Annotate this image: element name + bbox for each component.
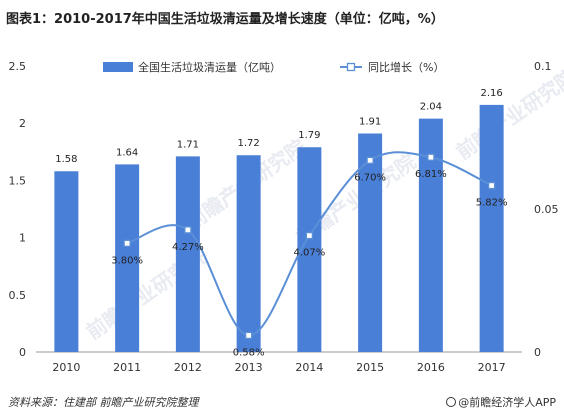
x-tick-label: 2012 (174, 361, 202, 374)
bar (358, 133, 383, 352)
legend-bar-label: 全国生活垃圾清运量（亿吨） (138, 60, 281, 74)
bar-value-label: 1.71 (177, 139, 199, 150)
bar-value-label: 2.04 (420, 102, 442, 113)
footer: 资料来源：住建部 前瞻产业研究院整理 @前瞻经济学人APP (0, 390, 564, 419)
x-tick-label: 2011 (113, 361, 141, 374)
growth-marker (184, 226, 192, 234)
bar-value-label: 1.79 (298, 130, 320, 141)
brand-credit: @前瞻经济学人APP (446, 394, 556, 410)
growth-marker (244, 331, 253, 340)
y-right-tick-label: 0.1 (534, 60, 552, 73)
chart-area: 前瞻产业研究院前瞻产业研究院前瞻产业研究院前瞻产业研究院 00.511.522.… (9, 60, 564, 374)
bar (479, 104, 504, 352)
x-tick-label: 2015 (356, 361, 384, 374)
bar-value-label: 1.72 (237, 138, 259, 149)
chart-title: 图表1：2010-2017年中国生活垃圾清运量及增长速度（单位：亿吨，%） (6, 12, 444, 27)
growth-marker (366, 156, 374, 165)
bar-value-label: 1.58 (55, 154, 77, 165)
growth-marker (487, 181, 496, 190)
y-left-tick-label: 2 (19, 117, 26, 130)
growth-value-label: 4.27% (172, 242, 204, 253)
y-left-tick-label: 0.5 (9, 289, 27, 302)
y-left-tick-label: 2.5 (9, 60, 27, 73)
growth-value-label: 3.80% (111, 255, 143, 266)
bar (54, 171, 79, 352)
growth-line-series (123, 151, 496, 340)
brand-logo-icon (446, 397, 457, 407)
brand-text: @前瞻经济学人APP (458, 396, 556, 409)
growth-marker (305, 231, 314, 240)
x-tick-label: 2017 (478, 361, 506, 374)
growth-labels: 3.80% 4.27% 0.58% 4.07% 6.70% 6.81% 5.82% (111, 169, 507, 358)
growth-value-label: 4.07% (293, 248, 325, 259)
bar-series (54, 104, 504, 353)
x-tick-label: 2014 (295, 361, 323, 374)
legend-line-marker (346, 62, 356, 72)
legend-line-label: 同比增长（%） (368, 60, 444, 74)
bar (175, 156, 200, 352)
y-left-tick-label: 1.5 (9, 174, 27, 187)
growth-value-label: 6.70% (354, 172, 386, 183)
y-right-tick-label: 0 (534, 346, 541, 359)
legend: 全国生活垃圾清运量（亿吨） 同比增长（%） (103, 60, 444, 74)
source-note: 资料来源：住建部 前瞻产业研究院整理 (8, 396, 199, 409)
x-tick-label: 2016 (417, 361, 445, 374)
growth-value-label: 0.58% (233, 347, 265, 358)
bar (236, 155, 261, 352)
watermark-text: 前瞻产业研究院 (452, 64, 564, 164)
growth-value-label: 6.81% (415, 169, 447, 180)
bar-labels: 1.58 1.64 1.71 1.72 1.79 1.91 2.04 2.16 (55, 88, 503, 165)
growth-value-label: 5.82% (476, 198, 508, 209)
growth-marker (123, 239, 131, 247)
y-right-tick-label: 0.05 (534, 203, 559, 216)
y-left-tick-label: 1 (19, 232, 26, 245)
bar-value-label: 1.64 (116, 147, 138, 158)
bar-value-label: 1.91 (359, 116, 381, 127)
growth-marker (427, 153, 435, 161)
y-left-tick-label: 0 (19, 346, 26, 359)
bar-value-label: 2.16 (480, 88, 502, 99)
bar (115, 164, 140, 352)
x-tick-label: 2013 (235, 361, 263, 374)
legend-bar-swatch (103, 62, 133, 72)
x-tick-label: 2010 (52, 361, 80, 374)
